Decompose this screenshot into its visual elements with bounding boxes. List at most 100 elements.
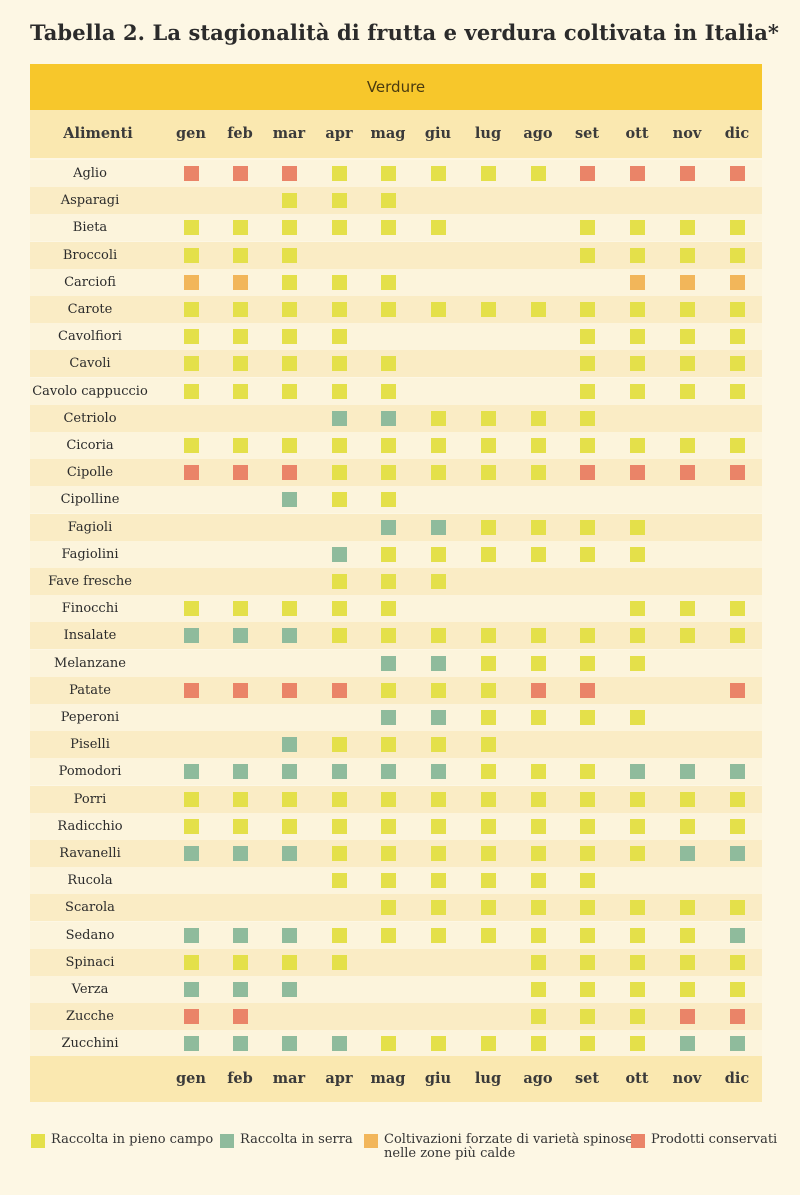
season-marker-ago xyxy=(530,1009,546,1025)
table-row: Melanzane xyxy=(30,649,762,677)
season-marker-apr xyxy=(331,383,347,399)
season-marker-set xyxy=(579,655,595,671)
season-marker-set xyxy=(579,356,595,372)
food-name: Fave fresche xyxy=(48,574,132,589)
season-marker-set xyxy=(579,873,595,889)
season-marker-ott xyxy=(629,900,645,916)
season-marker-mag xyxy=(380,574,396,589)
season-marker-set xyxy=(579,383,595,399)
food-name: Pomodori xyxy=(58,764,122,780)
season-marker-nov xyxy=(679,247,695,263)
food-name: Cavoli xyxy=(69,356,111,372)
food-name: Asparagi xyxy=(60,193,120,209)
season-marker-mar xyxy=(281,247,297,263)
season-marker-nov xyxy=(679,166,695,181)
table-row: Aglio xyxy=(30,160,762,187)
season-marker-lug xyxy=(480,410,496,426)
season-marker-set xyxy=(579,410,595,426)
season-marker-ott xyxy=(629,1036,645,1052)
season-marker-feb xyxy=(232,601,248,617)
season-marker-gen xyxy=(183,438,199,453)
header-month-lug: lug xyxy=(474,125,502,142)
season-marker-gen xyxy=(183,791,199,807)
season-marker-gen xyxy=(183,628,199,644)
season-marker-lug xyxy=(480,546,496,562)
food-name: Cetriolo xyxy=(63,410,117,426)
season-marker-mag xyxy=(380,601,396,617)
season-marker-apr xyxy=(331,302,347,317)
table-row: Sedano xyxy=(30,921,762,949)
season-marker-apr xyxy=(331,574,347,589)
season-marker-apr xyxy=(331,927,347,943)
season-marker-set xyxy=(579,438,595,453)
season-marker-giu xyxy=(430,846,446,861)
table-row: Insalate xyxy=(30,622,762,650)
food-name: Melanzane xyxy=(54,655,126,671)
season-marker-nov xyxy=(679,846,695,861)
footer-month-set: set xyxy=(574,1070,600,1087)
season-marker-gen xyxy=(183,954,199,970)
season-marker-feb xyxy=(232,356,248,372)
table-row: Patate xyxy=(30,676,762,704)
footer-month-ago: ago xyxy=(523,1070,553,1087)
table-row: Pomodori xyxy=(30,758,762,786)
table-row: Cipolle xyxy=(30,459,762,487)
season-marker-mar xyxy=(281,356,297,372)
season-marker-feb xyxy=(232,927,248,943)
season-marker-apr xyxy=(331,546,347,562)
food-name: Insalate xyxy=(63,628,117,644)
season-marker-mag xyxy=(380,710,396,725)
season-marker-ott xyxy=(629,710,645,725)
season-marker-lug xyxy=(480,764,496,780)
table-row: Asparagi xyxy=(30,187,762,215)
table-row: Cavolfiori xyxy=(30,323,762,351)
season-marker-ott xyxy=(629,982,645,997)
season-marker-mar xyxy=(281,791,297,807)
season-marker-gen xyxy=(183,465,199,481)
footer-month-giu: giu xyxy=(424,1070,452,1087)
season-marker-set xyxy=(579,710,595,725)
legend-swatch xyxy=(220,1134,234,1148)
season-marker-feb xyxy=(232,1036,248,1052)
season-marker-nov xyxy=(679,220,695,236)
season-marker-lug xyxy=(480,818,496,834)
season-marker-lug xyxy=(480,655,496,671)
season-marker-gen xyxy=(183,764,199,780)
season-marker-gen xyxy=(183,166,199,181)
season-marker-giu xyxy=(430,166,446,181)
season-marker-apr xyxy=(331,601,347,617)
food-name: Carote xyxy=(67,302,113,317)
food-name: Cipolline xyxy=(60,492,120,508)
season-marker-giu xyxy=(430,791,446,807)
season-marker-ago xyxy=(530,954,546,970)
season-marker-dic xyxy=(729,220,745,236)
season-marker-giu xyxy=(430,574,446,589)
season-marker-ott xyxy=(629,1009,645,1025)
season-marker-ago xyxy=(530,818,546,834)
season-marker-mag xyxy=(380,193,396,209)
food-name: Broccoli xyxy=(62,247,118,263)
food-name: Patate xyxy=(69,682,111,698)
food-name: Cicoria xyxy=(66,438,114,453)
season-marker-apr xyxy=(331,764,347,780)
season-marker-gen xyxy=(183,329,199,345)
season-marker-set xyxy=(579,247,595,263)
season-marker-mar xyxy=(281,465,297,481)
season-marker-mar xyxy=(281,329,297,345)
header-month-mag: mag xyxy=(370,125,406,142)
season-marker-feb xyxy=(232,628,248,644)
season-marker-giu xyxy=(430,546,446,562)
season-marker-feb xyxy=(232,383,248,399)
food-name: Rucola xyxy=(67,873,113,889)
season-marker-lug xyxy=(480,900,496,916)
season-marker-nov xyxy=(679,383,695,399)
food-name: Zucche xyxy=(65,1009,115,1025)
season-marker-set xyxy=(579,519,595,535)
season-marker-set xyxy=(579,900,595,916)
table-row: Piselli xyxy=(30,731,762,759)
season-marker-feb xyxy=(232,1009,248,1025)
season-marker-giu xyxy=(430,900,446,916)
season-marker-ott xyxy=(629,546,645,562)
season-marker-lug xyxy=(480,438,496,453)
season-marker-gen xyxy=(183,818,199,834)
